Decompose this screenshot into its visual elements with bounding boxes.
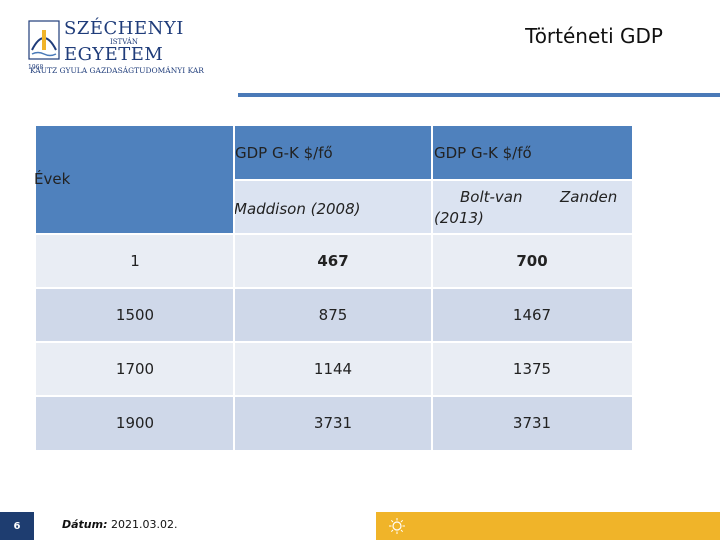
header-divider xyxy=(238,93,720,97)
logo-year: 1968 xyxy=(28,64,44,71)
col2-header-label: GDP G-K $/fő xyxy=(434,144,532,162)
boltvan-cell: 3731 xyxy=(432,396,632,450)
date-label: Dátum: xyxy=(62,518,108,531)
col2-source-label-b: Zanden xyxy=(560,188,618,206)
col1-header-label: GDP G-K $/fő xyxy=(235,144,333,162)
maddison-cell: 875 xyxy=(234,288,432,342)
table-grid-line xyxy=(36,287,632,289)
table-grid-line xyxy=(36,233,632,235)
col1-header-cell xyxy=(234,126,432,180)
year-cell: 1700 xyxy=(36,342,234,396)
date-value: 2021.03.02. xyxy=(111,518,178,531)
table-grid-line xyxy=(234,179,632,181)
col2-source-cell xyxy=(432,180,632,234)
date-footer: Dátum: 2021.03.02. xyxy=(62,518,178,531)
boltvan-cell: 700 xyxy=(432,234,632,288)
boltvan-cell: 1375 xyxy=(432,342,632,396)
row-header-label: Évek xyxy=(34,170,71,188)
university-logo: 1968 SZÉCHENYI ISTVÁN EGYETEM KAUTZ GYUL… xyxy=(28,18,228,78)
page-number: 6 xyxy=(0,512,34,540)
sun-icon xyxy=(389,518,405,534)
footer-accent-bar xyxy=(376,512,720,540)
year-cell: 1500 xyxy=(36,288,234,342)
logo-subtitle: KAUTZ GYULA GAZDASÁGTUDOMÁNYI KAR xyxy=(30,66,204,75)
row-header-cell xyxy=(36,126,234,234)
col2-source-label-c: (2013) xyxy=(434,209,484,227)
maddison-cell: 467 xyxy=(234,234,432,288)
col1-source-cell xyxy=(234,180,432,234)
slide-title: Történeti GDP xyxy=(525,24,663,48)
gdp-table: Évek GDP G-K $/fő GDP G-K $/fő Maddison … xyxy=(34,126,632,450)
logo-line-1: SZÉCHENYI xyxy=(64,18,184,39)
col2-source-label-a: Bolt-van xyxy=(460,188,523,206)
logo-line-3: EGYETEM xyxy=(64,44,164,65)
logo-line-2: ISTVÁN xyxy=(110,38,138,46)
col2-header-cell xyxy=(432,126,632,180)
table-grid-line xyxy=(36,341,632,343)
year-cell: 1900 xyxy=(36,396,234,450)
boltvan-cell: 1467 xyxy=(432,288,632,342)
university-emblem-icon xyxy=(28,20,60,60)
col1-source-label: Maddison (2008) xyxy=(234,200,361,218)
year-cell: 1 xyxy=(36,234,234,288)
maddison-cell: 1144 xyxy=(234,342,432,396)
maddison-cell: 3731 xyxy=(234,396,432,450)
table-grid-line xyxy=(36,395,632,397)
